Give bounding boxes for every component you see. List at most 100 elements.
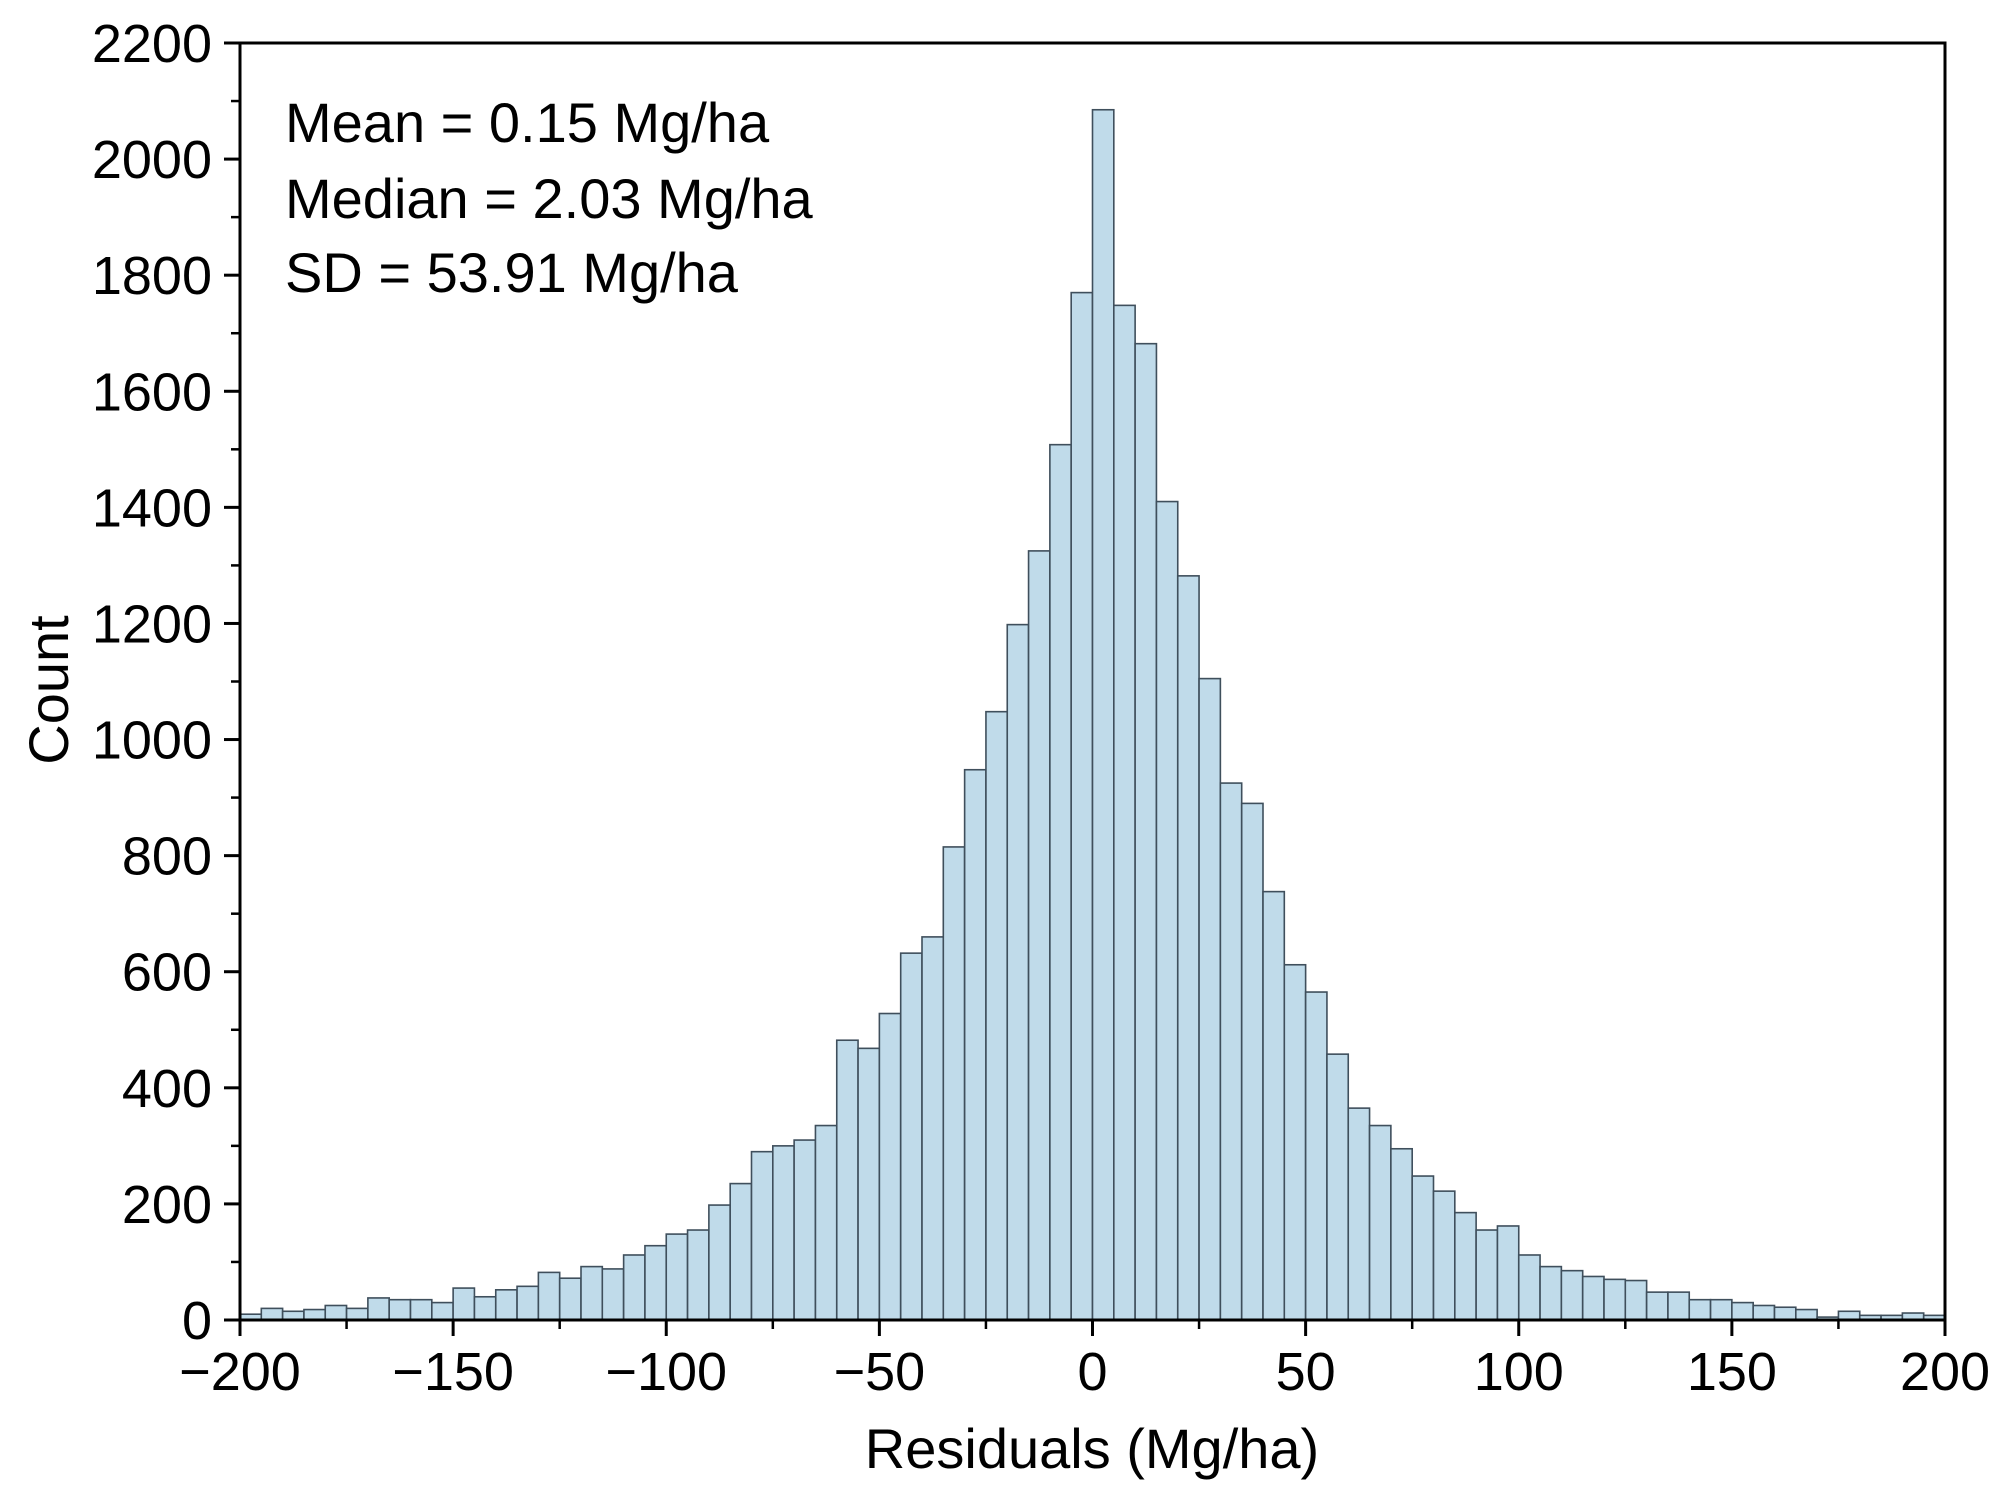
histogram-bar [921, 936, 945, 1321]
histogram-bar [580, 1265, 604, 1321]
histogram-bar [1390, 1147, 1413, 1321]
histogram-bar [985, 710, 1009, 1321]
histogram-bar [1539, 1265, 1563, 1321]
histogram-bar [558, 1277, 582, 1321]
histogram-bar [1603, 1278, 1627, 1321]
histogram-bar [1581, 1275, 1605, 1321]
histogram-bar [367, 1297, 390, 1321]
histogram-bar [644, 1244, 668, 1321]
annotation-sd: SD = 53.91 Mg/ha [285, 241, 739, 304]
histogram-bar [1709, 1298, 1733, 1321]
histogram-bar [1326, 1053, 1350, 1321]
histogram-bar [1688, 1298, 1712, 1321]
x-tick-label: −100 [605, 1342, 727, 1402]
histogram-bar [1113, 304, 1136, 1321]
histogram-bar [1347, 1107, 1371, 1321]
histogram-bar [388, 1298, 412, 1321]
histogram-bar [303, 1308, 327, 1321]
histogram-bar [1006, 623, 1030, 1321]
histogram-bar [622, 1254, 646, 1321]
y-tick-label: 1400 [92, 478, 212, 538]
histogram-bar [1432, 1190, 1456, 1321]
annotation-block: Mean = 0.15 Mg/ha Median = 2.03 Mg/ha SD… [285, 91, 814, 304]
histogram-bar [878, 1012, 902, 1321]
histogram-bar [1795, 1308, 1818, 1321]
histogram-bar [1624, 1279, 1648, 1321]
histogram-bar [1219, 782, 1243, 1321]
ticks-layer: −200 −150 −100 −50 0 50 100 150 2000200400600800… [92, 14, 1990, 1402]
annotation-mean: Mean = 0.15 Mg/ha [285, 91, 770, 154]
histogram-bar [814, 1124, 838, 1321]
histogram-bar [260, 1307, 284, 1321]
histogram-bar [1645, 1291, 1669, 1321]
histogram-bar [665, 1233, 689, 1321]
histogram-bar [345, 1307, 369, 1321]
histogram-bar [942, 846, 966, 1321]
histogram-bar [1667, 1291, 1691, 1321]
x-tick-label: −200 [179, 1342, 301, 1402]
x-axis-title: Residuals (Mg/ha) [865, 1417, 1319, 1480]
histogram-bar [1454, 1211, 1477, 1321]
x-tick-label: 150 [1687, 1342, 1777, 1402]
y-tick-label: 200 [122, 1175, 212, 1235]
histogram-bar [729, 1182, 753, 1321]
histogram-bar [1773, 1306, 1797, 1321]
histogram-bar [452, 1287, 476, 1321]
y-tick-label: 0 [182, 1291, 212, 1351]
histogram-bar [1517, 1254, 1541, 1321]
histogram-bar [601, 1268, 625, 1321]
histogram-bar [324, 1304, 348, 1321]
histogram-bar [835, 1039, 859, 1321]
y-tick-label: 1600 [92, 362, 212, 422]
histogram-bar [1731, 1301, 1754, 1321]
histogram-bar [1091, 108, 1115, 1321]
y-tick-label: 1000 [92, 711, 212, 771]
plot-frame [238, 41, 1947, 1322]
histogram-bar [1283, 963, 1307, 1321]
histogram-bar [857, 1047, 881, 1321]
annotation-median: Median = 2.03 Mg/ha [285, 167, 814, 230]
y-tick-label: 1800 [92, 246, 212, 306]
histogram-bar [1752, 1304, 1776, 1321]
histogram-bar [1155, 500, 1179, 1321]
histogram-bar [1027, 550, 1051, 1321]
y-tick-label: 1200 [92, 594, 212, 654]
histogram-bar [708, 1204, 731, 1321]
histogram-bar [537, 1271, 561, 1321]
histogram-bar [409, 1298, 433, 1321]
x-tick-label: 50 [1276, 1342, 1336, 1402]
y-axis-title: Count [17, 615, 80, 765]
y-tick-label: 800 [122, 827, 212, 887]
histogram-bar [1070, 291, 1094, 1321]
histogram-bar [1475, 1229, 1499, 1321]
x-tick-label: 200 [1900, 1342, 1990, 1402]
x-tick-label: 0 [1077, 1342, 1107, 1402]
histogram-bar [686, 1229, 710, 1321]
histogram-bar [899, 952, 923, 1321]
x-tick-label: −50 [834, 1342, 926, 1402]
histogram-bar [1176, 575, 1200, 1321]
histogram-bar [431, 1301, 454, 1321]
histogram-bar [1262, 890, 1286, 1321]
y-tick-label: 400 [122, 1059, 212, 1119]
histogram-bar [1411, 1175, 1435, 1321]
histogram-bar [1560, 1269, 1584, 1321]
y-tick-label: 2200 [92, 14, 212, 74]
histogram-bar [1198, 677, 1222, 1321]
histogram-bar [1240, 802, 1264, 1321]
y-tick-label: 600 [122, 943, 212, 1003]
histogram-bar [1368, 1124, 1392, 1321]
histogram-bar [963, 768, 987, 1321]
histogram-bar [516, 1285, 540, 1321]
histogram-bar [1496, 1225, 1520, 1321]
histogram-bar [750, 1150, 774, 1321]
histogram-bar [1049, 443, 1072, 1321]
y-tick-label: 2000 [92, 130, 212, 190]
histogram-bar [793, 1139, 817, 1321]
histogram-bar [1134, 342, 1158, 1321]
histogram-bar [494, 1289, 518, 1321]
histogram-bar [473, 1295, 497, 1321]
x-tick-label: 100 [1474, 1342, 1564, 1402]
